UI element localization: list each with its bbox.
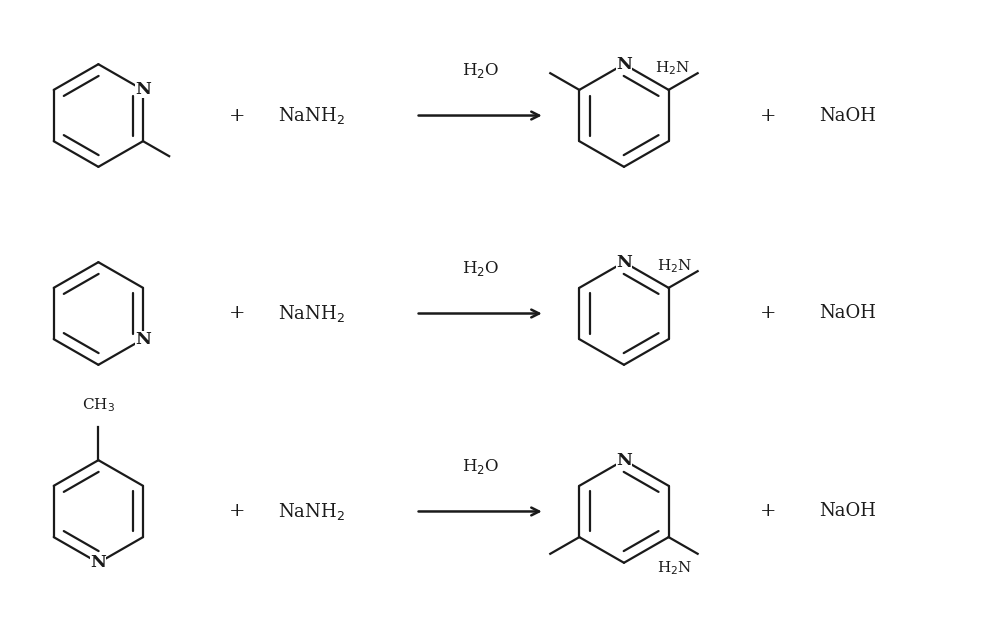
Text: N: N — [616, 451, 632, 468]
Text: H$_2$O: H$_2$O — [462, 61, 499, 80]
Text: NaOH: NaOH — [819, 107, 876, 125]
Text: H$_2$O: H$_2$O — [462, 258, 499, 278]
Text: NaNH$_2$: NaNH$_2$ — [278, 303, 345, 324]
Text: N: N — [616, 56, 632, 73]
Text: +: + — [760, 502, 776, 520]
Text: NaNH$_2$: NaNH$_2$ — [278, 105, 345, 126]
Text: N: N — [135, 82, 151, 98]
Text: +: + — [229, 107, 245, 125]
Text: +: + — [760, 107, 776, 125]
Text: NaOH: NaOH — [819, 305, 876, 322]
Text: +: + — [760, 305, 776, 322]
Text: NaNH$_2$: NaNH$_2$ — [278, 501, 345, 522]
Text: +: + — [229, 502, 245, 520]
Text: +: + — [229, 305, 245, 322]
Text: N: N — [90, 554, 106, 571]
Text: H$_2$N: H$_2$N — [655, 59, 690, 77]
Text: N: N — [616, 254, 632, 271]
Text: CH$_3$: CH$_3$ — [82, 396, 115, 414]
Text: H$_2$N: H$_2$N — [657, 559, 692, 577]
Text: H$_2$O: H$_2$O — [462, 456, 499, 475]
Text: NaOH: NaOH — [819, 502, 876, 520]
Text: N: N — [135, 330, 151, 347]
Text: H$_2$N: H$_2$N — [657, 257, 692, 275]
